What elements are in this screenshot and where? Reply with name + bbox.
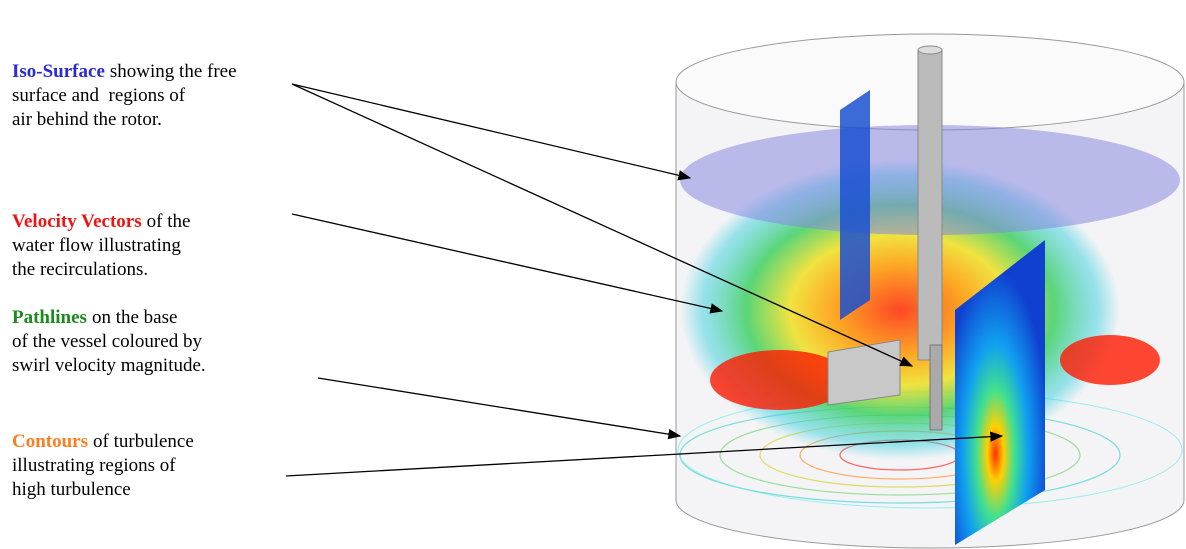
annotation: Contours of turbulence illustrating regio…: [12, 430, 194, 502]
text-line: water flow illustrating: [12, 235, 181, 256]
text-line: the recirculations.: [12, 259, 149, 280]
annotation: Pathlines on the base of the vessel colou…: [12, 306, 206, 378]
velocity-vectors: [710, 350, 850, 410]
contour-plane: [840, 90, 870, 320]
text-line: swirl velocity magnitude.: [12, 355, 206, 376]
text-line: illustrating regions of: [12, 455, 176, 476]
arrows: [285, 83, 1004, 477]
shaft-top: [917, 45, 943, 55]
text-line: of the: [146, 211, 191, 232]
text-line: of the vessel coloured by: [12, 331, 202, 352]
text-line: of turbulence: [93, 431, 194, 452]
annotation: Iso-Surface showing the free surface and …: [12, 60, 237, 132]
term: Iso-Surface: [12, 61, 105, 82]
text-line: high turbulence: [12, 479, 131, 500]
blade: [929, 344, 943, 431]
text-line: surface and regions of: [12, 85, 186, 106]
text-line: air behind the rotor.: [12, 109, 162, 130]
text-line: on the base: [91, 307, 178, 328]
term: Velocity Vectors: [12, 211, 142, 232]
text-line: showing the free: [109, 61, 237, 82]
velocity-vectors: [1060, 335, 1160, 385]
shaft: [917, 49, 943, 361]
term: Contours: [12, 431, 89, 452]
blade: [827, 339, 901, 406]
term: Pathlines: [12, 307, 87, 328]
annotation: Velocity Vectors of the water flow illust…: [12, 210, 190, 282]
turbulence-contour: [955, 240, 1045, 545]
